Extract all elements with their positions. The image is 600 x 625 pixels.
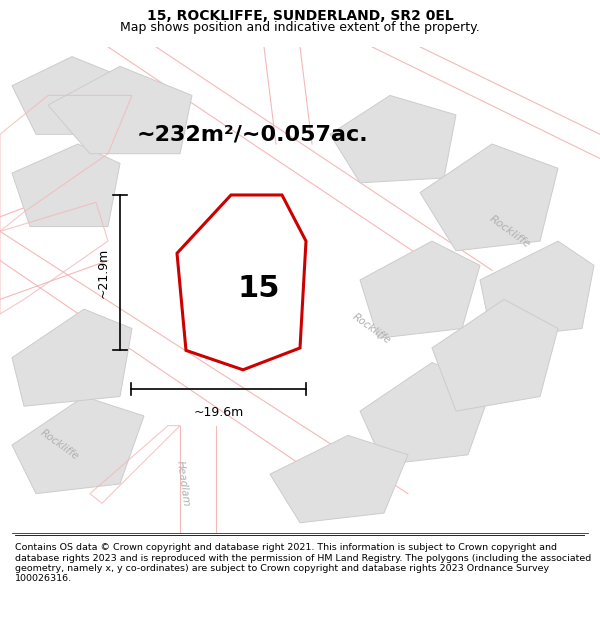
Polygon shape bbox=[0, 251, 390, 522]
Polygon shape bbox=[432, 299, 558, 411]
Text: Headlam: Headlam bbox=[175, 460, 191, 508]
Text: ~19.6m: ~19.6m bbox=[193, 406, 244, 419]
Text: Rockliffe: Rockliffe bbox=[488, 213, 532, 249]
Polygon shape bbox=[360, 47, 600, 183]
Polygon shape bbox=[360, 362, 492, 464]
Polygon shape bbox=[48, 66, 192, 154]
Polygon shape bbox=[174, 426, 228, 532]
Polygon shape bbox=[96, 47, 468, 290]
Polygon shape bbox=[12, 57, 120, 134]
Polygon shape bbox=[330, 96, 456, 183]
Polygon shape bbox=[360, 241, 480, 338]
Polygon shape bbox=[270, 436, 408, 522]
Polygon shape bbox=[480, 241, 594, 338]
Text: Rockliffe: Rockliffe bbox=[351, 311, 393, 346]
Polygon shape bbox=[12, 309, 132, 406]
Polygon shape bbox=[177, 195, 306, 370]
Text: Map shows position and indicative extent of the property.: Map shows position and indicative extent… bbox=[120, 21, 480, 34]
Polygon shape bbox=[12, 396, 144, 494]
Text: ~21.9m: ~21.9m bbox=[96, 248, 109, 298]
Polygon shape bbox=[12, 144, 120, 226]
Text: 15: 15 bbox=[237, 274, 280, 303]
Polygon shape bbox=[420, 144, 558, 251]
Text: ~232m²/~0.057ac.: ~232m²/~0.057ac. bbox=[136, 124, 368, 144]
Text: Rockliffe: Rockliffe bbox=[39, 428, 81, 462]
Text: Contains OS data © Crown copyright and database right 2021. This information is : Contains OS data © Crown copyright and d… bbox=[15, 543, 591, 583]
Text: 15, ROCKLIFFE, SUNDERLAND, SR2 0EL: 15, ROCKLIFFE, SUNDERLAND, SR2 0EL bbox=[146, 9, 454, 23]
Polygon shape bbox=[210, 251, 300, 338]
